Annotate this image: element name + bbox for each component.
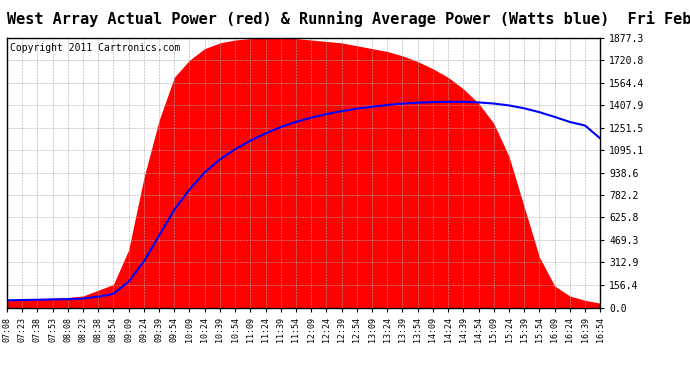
Text: West Array Actual Power (red) & Running Average Power (Watts blue)  Fri Feb 18 1: West Array Actual Power (red) & Running … — [7, 11, 690, 27]
Text: Copyright 2011 Cartronics.com: Copyright 2011 Cartronics.com — [10, 43, 180, 53]
